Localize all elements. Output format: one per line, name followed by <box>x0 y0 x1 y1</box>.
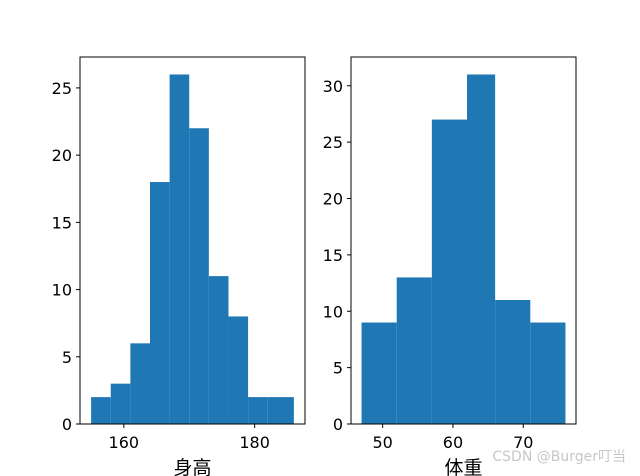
height-ytick-label-4: 20 <box>52 146 72 165</box>
height-bar-1 <box>110 383 131 424</box>
weight-bar-4 <box>495 299 531 424</box>
weight-axes-frame <box>350 56 577 425</box>
weight-bar-3 <box>467 74 496 424</box>
height-bar-3 <box>149 182 170 424</box>
weight-bar-5 <box>530 322 566 424</box>
weight-xtick-label-0: 50 <box>372 433 392 452</box>
weight-xtick-label-1: 60 <box>443 433 463 452</box>
weight-ytick-label-2: 10 <box>323 302 343 321</box>
weight-xtick-label-2: 70 <box>513 433 533 452</box>
height-bar-2 <box>130 343 150 424</box>
weight-ytick-label-5: 25 <box>323 133 343 152</box>
weight-ytick-label-6: 30 <box>323 77 343 96</box>
height-bar-5 <box>189 128 209 424</box>
height-xtick-label-0: 160 <box>109 433 140 452</box>
weight-ytick-label-0: 0 <box>333 415 343 434</box>
height-ytick-label-3: 15 <box>52 213 72 232</box>
weight-bar-0 <box>361 322 397 424</box>
height-bar-7 <box>228 316 249 424</box>
height-ytick-label-1: 5 <box>62 348 72 367</box>
weight-xlabel: 体重 <box>444 457 482 476</box>
height-xlabel: 身高 <box>173 457 211 476</box>
weight-bar-2 <box>431 119 468 424</box>
height-bar-8 <box>248 397 268 424</box>
height-ytick-label-2: 10 <box>52 281 72 300</box>
height-axes-frame <box>79 56 306 425</box>
weight-ytick-label-4: 20 <box>323 190 343 209</box>
histogram-height-panel: 0 5 10 15 20 25 160 180 身高 <box>52 56 306 476</box>
height-bar-0 <box>91 397 111 424</box>
height-xtick-label-1: 180 <box>239 433 270 452</box>
height-ytick-label-5: 25 <box>52 79 72 98</box>
weight-bar-1 <box>396 277 432 424</box>
height-bar-4 <box>169 74 190 424</box>
height-bar-9 <box>267 397 294 424</box>
height-ytick-label-0: 0 <box>62 415 72 434</box>
histogram-weight-panel: 0 5 10 15 20 25 30 50 60 70 体重 <box>323 56 577 476</box>
weight-ytick-label-1: 5 <box>333 359 343 378</box>
weight-ytick-label-3: 15 <box>323 246 343 265</box>
watermark-text: CSDN @Burger叮当 <box>492 449 626 465</box>
height-bar-6 <box>208 276 229 424</box>
